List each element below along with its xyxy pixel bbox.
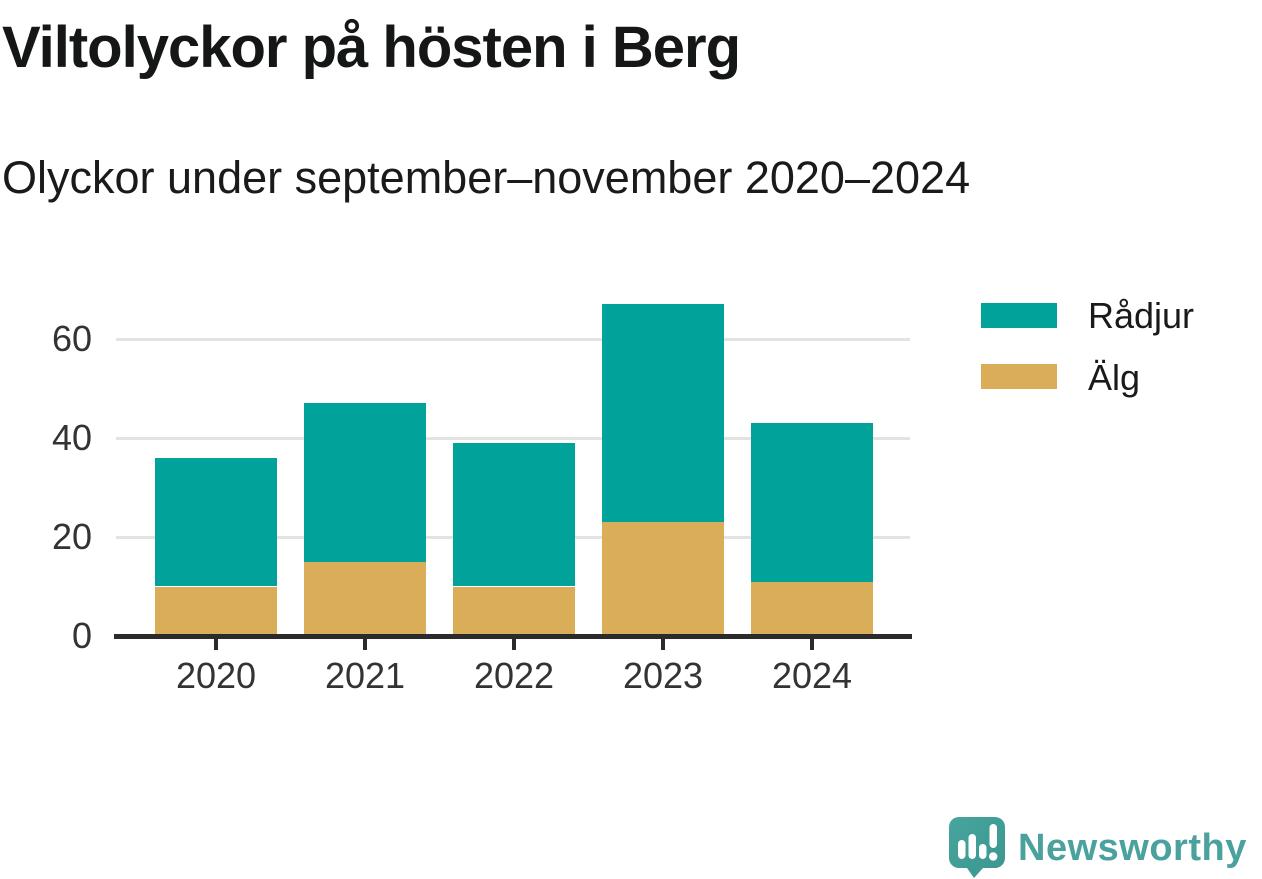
y-axis-tick-label: 20 <box>51 516 92 557</box>
x-axis-label-2021: 2021 <box>324 655 406 696</box>
x-axis-tick-2021 <box>363 636 367 650</box>
gridline-y-40 <box>116 436 910 440</box>
x-axis-label-2024: 2024 <box>771 655 853 696</box>
legend-swatch-radjur <box>981 303 1057 328</box>
gridline-y-60 <box>116 337 910 341</box>
brand-wordmark: Newsworthy <box>1018 827 1247 869</box>
y-axis-tick-label: 60 <box>51 318 92 359</box>
legend-label-alg: Älg <box>1088 357 1141 398</box>
x-axis-label-2020: 2020 <box>175 655 257 696</box>
bar-segment-2021-älg <box>304 561 426 636</box>
x-axis-tick-2024 <box>810 636 814 650</box>
bar-segment-2023-älg <box>602 522 724 636</box>
legend-swatch-alg <box>981 364 1057 389</box>
bar-segment-2021-rådjur <box>304 403 426 562</box>
x-axis-tick-2020 <box>214 636 218 650</box>
y-axis-tick-label: 40 <box>51 417 92 458</box>
x-axis-tick-2022 <box>512 636 516 650</box>
bar-segment-2022-älg <box>453 586 575 636</box>
legend-label-radjur: Rådjur <box>1088 295 1195 336</box>
chart-title: Viltolyckor på hösten i Berg <box>2 15 741 80</box>
y-axis-tick-label: 0 <box>71 615 92 656</box>
x-axis-tick-2023 <box>661 636 665 650</box>
bar-segment-2022-rådjur <box>453 442 575 587</box>
bar-segment-2023-rådjur <box>602 304 724 523</box>
bar-segment-2020-älg <box>155 586 277 636</box>
bar-segment-2024-rådjur <box>751 423 873 582</box>
x-axis-label-2023: 2023 <box>622 655 704 696</box>
chart-subtitle: Olyckor under september–november 2020–20… <box>2 152 971 203</box>
bar-segment-2020-rådjur <box>155 457 277 587</box>
x-axis-label-2022: 2022 <box>473 655 555 696</box>
bar-segment-2024-älg <box>751 581 873 636</box>
newsworthy-logo-icon <box>949 817 1005 878</box>
